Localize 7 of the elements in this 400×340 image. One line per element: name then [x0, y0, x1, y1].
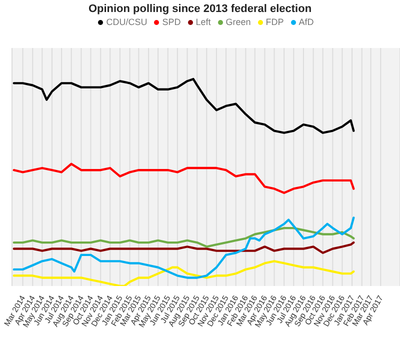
- legend-label: AfD: [298, 16, 314, 28]
- legend-label: SPD: [162, 16, 181, 28]
- legend-label: FDP: [266, 16, 284, 28]
- chart-title: Opinion polling since 2013 federal election: [87, 3, 313, 15]
- legend-label: CDU/CSU: [106, 16, 148, 28]
- legend-label: Green: [226, 16, 251, 28]
- legend-label: Left: [196, 16, 211, 28]
